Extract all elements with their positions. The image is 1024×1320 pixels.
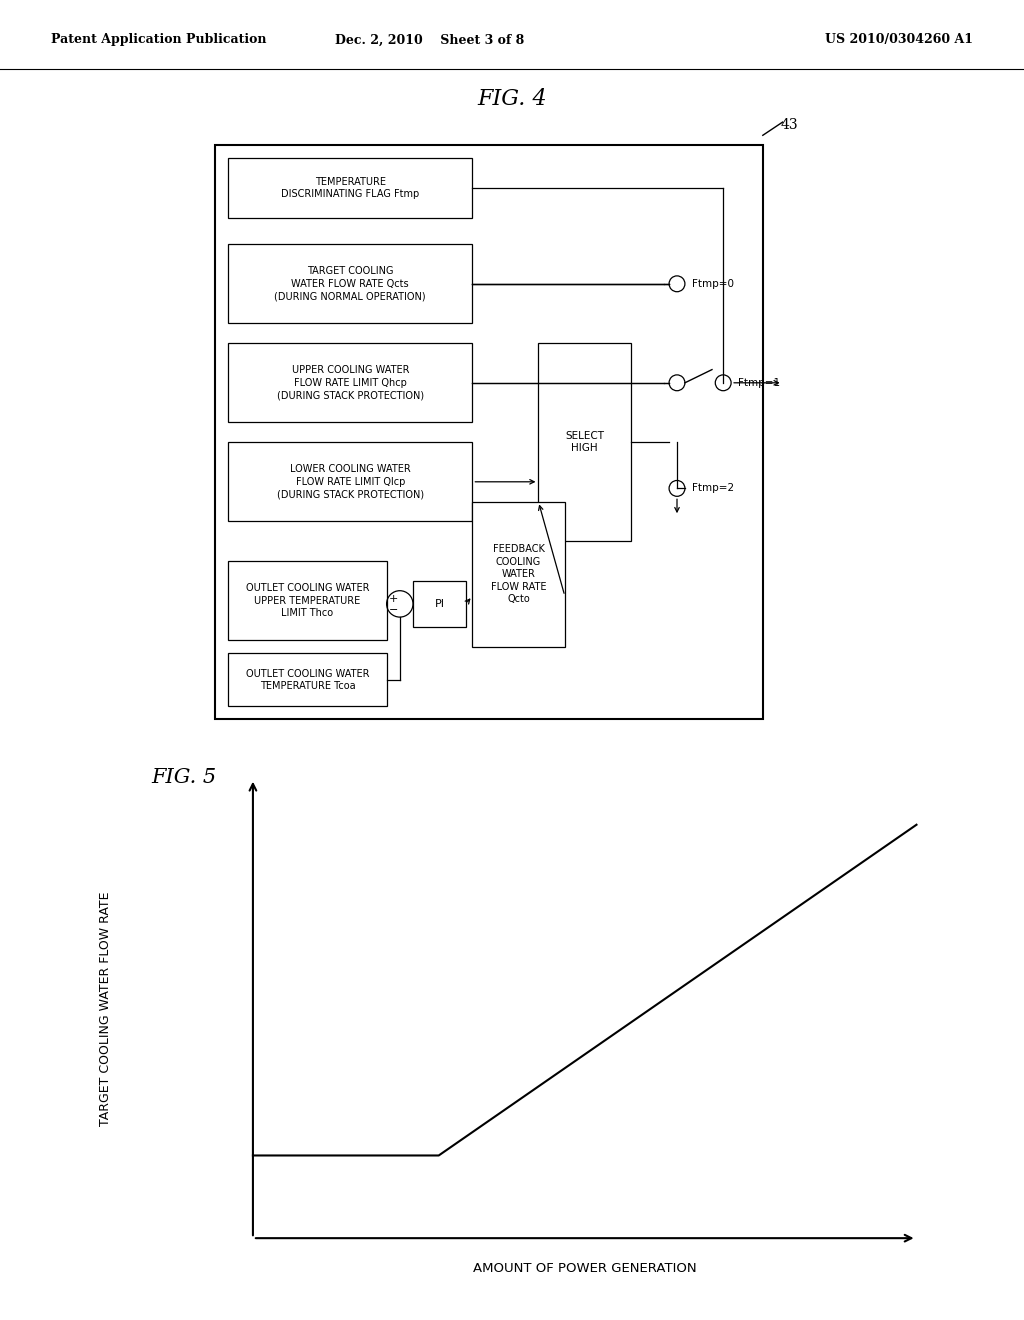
- Text: −: −: [388, 606, 398, 615]
- Text: OUTLET COOLING WATER
UPPER TEMPERATURE
LIMIT Thco: OUTLET COOLING WATER UPPER TEMPERATURE L…: [246, 583, 369, 618]
- Bar: [228, 343, 472, 422]
- Text: Ftmp=2: Ftmp=2: [691, 483, 733, 494]
- Text: UPPER COOLING WATER
FLOW RATE LIMIT Qhcp
(DURING STACK PROTECTION): UPPER COOLING WATER FLOW RATE LIMIT Qhcp…: [276, 366, 424, 400]
- Text: PI: PI: [434, 599, 444, 609]
- Bar: [472, 502, 565, 647]
- Text: FIG. 5: FIG. 5: [152, 768, 217, 787]
- Text: Dec. 2, 2010    Sheet 3 of 8: Dec. 2, 2010 Sheet 3 of 8: [336, 33, 524, 46]
- Bar: [228, 442, 472, 521]
- Text: LOWER COOLING WATER
FLOW RATE LIMIT Qlcp
(DURING STACK PROTECTION): LOWER COOLING WATER FLOW RATE LIMIT Qlcp…: [276, 465, 424, 499]
- FancyBboxPatch shape: [215, 145, 763, 719]
- Text: Patent Application Publication: Patent Application Publication: [51, 33, 266, 46]
- Text: FEEDBACK
COOLING
WATER
FLOW RATE
Qcto: FEEDBACK COOLING WATER FLOW RATE Qcto: [490, 544, 547, 605]
- Text: Ftmp=0: Ftmp=0: [691, 279, 733, 289]
- Text: TEMPERATURE
DISCRIMINATING FLAG Ftmp: TEMPERATURE DISCRIMINATING FLAG Ftmp: [282, 177, 420, 199]
- Bar: [413, 581, 466, 627]
- Text: 43: 43: [780, 119, 798, 132]
- Bar: [228, 561, 387, 640]
- Text: TARGET COOLING
WATER FLOW RATE Qcts
(DURING NORMAL OPERATION): TARGET COOLING WATER FLOW RATE Qcts (DUR…: [274, 267, 426, 301]
- Text: TARGET COOLING WATER FLOW RATE: TARGET COOLING WATER FLOW RATE: [99, 891, 112, 1126]
- Text: SELECT
HIGH: SELECT HIGH: [565, 432, 604, 453]
- Text: FIG. 4: FIG. 4: [477, 88, 547, 110]
- Bar: [539, 343, 631, 541]
- Text: Ftmp=1: Ftmp=1: [737, 378, 780, 388]
- Bar: [228, 158, 472, 218]
- Text: US 2010/0304260 A1: US 2010/0304260 A1: [824, 33, 973, 46]
- Text: AMOUNT OF POWER GENERATION: AMOUNT OF POWER GENERATION: [473, 1262, 696, 1275]
- Bar: [228, 653, 387, 706]
- Text: OUTLET COOLING WATER
TEMPERATURE Tcoa: OUTLET COOLING WATER TEMPERATURE Tcoa: [246, 669, 369, 690]
- Text: +: +: [388, 594, 398, 603]
- Bar: [228, 244, 472, 323]
